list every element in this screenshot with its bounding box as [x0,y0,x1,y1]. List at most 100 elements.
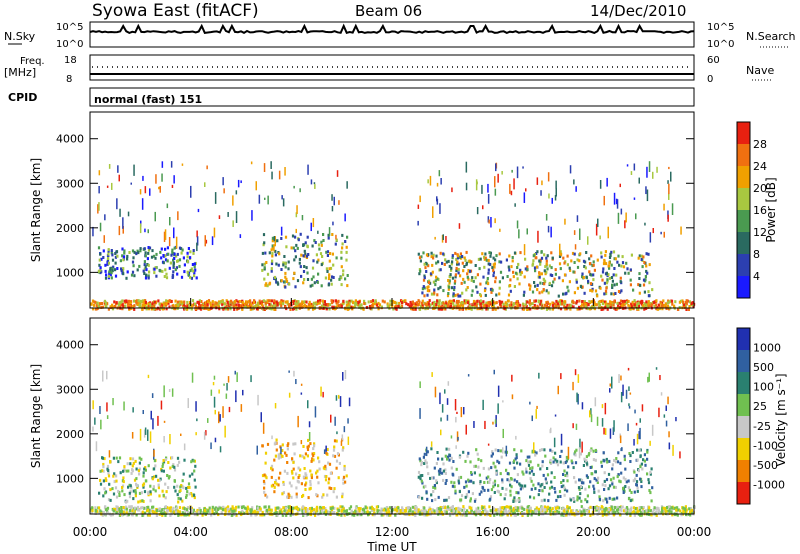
nsky-tick-top: 10^5 [56,22,83,33]
data-cell [509,284,512,287]
data-cell [481,486,485,490]
data-cell [470,293,473,297]
colorbar-tick-label: 16 [753,204,767,217]
data-cell [638,283,642,287]
data-cell [218,301,221,305]
data-cell [567,446,570,459]
data-cell [586,494,589,498]
data-cell [611,482,614,486]
data-cell [434,279,437,283]
data-cell [522,293,525,297]
data-cell [295,228,297,234]
data-cell [116,198,118,210]
data-cell [149,499,152,503]
data-cell [486,277,489,280]
data-cell [499,300,503,304]
data-cell [545,481,548,485]
data-cell [313,452,316,455]
data-cell [517,303,520,307]
data-cell [104,269,107,273]
data-cell [328,273,331,277]
data-cell [602,451,605,455]
data-cell [442,234,444,241]
data-cell [188,485,191,489]
data-cell [210,442,212,450]
data-cell [186,508,189,512]
data-cell [341,495,344,499]
data-cell [285,245,288,249]
data-cell [570,509,573,513]
data-cell [363,510,366,514]
data-cell [287,267,290,271]
data-cell [347,418,349,424]
data-cell [288,507,291,511]
data-cell [581,275,584,279]
data-cell [482,205,484,210]
data-cell [105,508,108,512]
data-cell [132,407,134,413]
data-cell [301,511,304,515]
data-cell [191,263,194,266]
data-cell [240,404,243,412]
data-cell [461,305,465,308]
data-cell [211,505,214,509]
data-cell [574,480,577,484]
data-cell [613,505,616,509]
data-cell [620,506,623,510]
data-cell [128,505,131,509]
data-cell [436,198,439,205]
data-cell [619,305,622,309]
data-cell [576,495,579,499]
data-cell [176,484,179,488]
data-cell [134,489,137,493]
data-cell [282,483,285,486]
data-cell [172,264,175,268]
data-cell [423,294,426,298]
data-cell [610,276,614,279]
data-cell [193,271,196,275]
data-cell [105,304,108,308]
data-cell [536,304,539,308]
data-cell [197,300,200,304]
data-cell [464,480,468,484]
data-cell [122,258,125,262]
data-cell [190,307,193,311]
data-cell [153,271,156,275]
data-cell [487,262,490,266]
data-cell [616,301,619,305]
data-cell [251,210,253,221]
data-cell [567,289,570,293]
data-cell [399,509,402,512]
data-cell [190,460,193,464]
data-cell [157,415,159,426]
data-cell [129,301,132,305]
data-cell [543,269,546,273]
data-cell [144,276,148,280]
data-cell [161,161,164,168]
data-cell [504,301,507,305]
data-cell [310,459,313,463]
data-cell [297,476,300,479]
data-cell [142,269,145,273]
data-cell [613,300,616,304]
data-cell [348,299,351,303]
data-cell [611,467,614,471]
data-cell [333,439,337,443]
data-cell [593,477,596,481]
data-cell [407,303,410,307]
data-cell [596,506,599,510]
data-cell [578,259,581,263]
data-cell [652,228,654,234]
data-cell [96,301,99,305]
data-cell [187,510,190,514]
data-cell [141,510,144,514]
data-cell [616,199,619,209]
data-cell [500,510,503,514]
data-cell [133,506,136,510]
data-cell [437,510,441,514]
data-cell [627,479,630,483]
data-cell [302,304,305,308]
data-cell [354,509,357,513]
data-cell [565,508,568,512]
freq-label-1: Freq. [20,56,45,67]
